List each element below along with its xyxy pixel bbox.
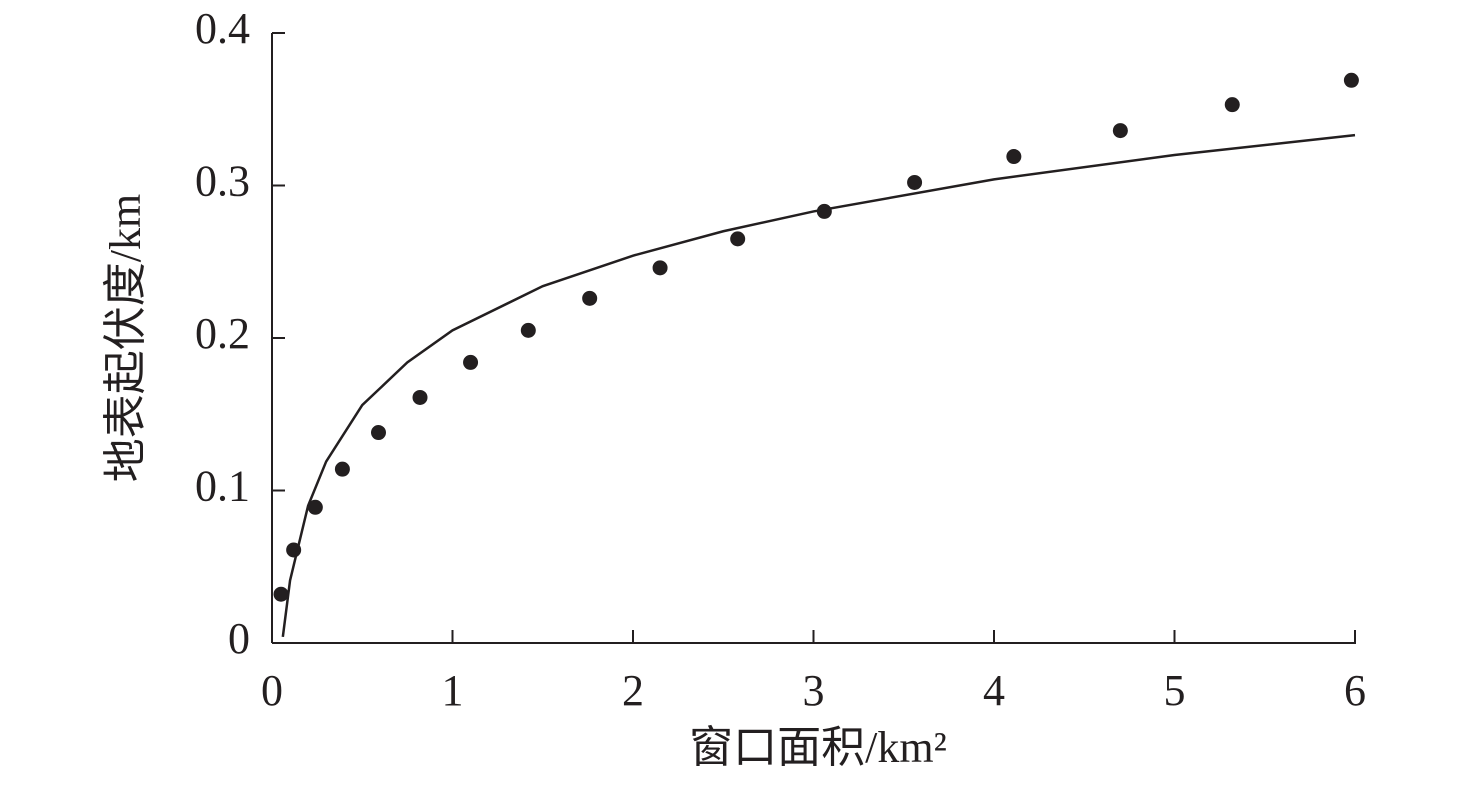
point [1224, 97, 1240, 113]
point [1006, 149, 1022, 165]
point [412, 389, 428, 405]
y-tick-label: 0.4 [195, 4, 250, 53]
point [307, 499, 323, 515]
x-tick-label: 4 [983, 666, 1005, 715]
point [463, 354, 479, 370]
point [652, 260, 668, 276]
point [730, 231, 746, 247]
point [273, 586, 289, 602]
x-axis-title: 窗口面积/km² [689, 723, 947, 772]
point [907, 174, 923, 190]
point [582, 290, 598, 306]
point [370, 425, 386, 441]
y-tick-label: 0 [228, 614, 250, 663]
x-tick-label: 2 [622, 666, 644, 715]
point [520, 322, 536, 338]
y-tick-label: 0.1 [195, 462, 250, 511]
point [1112, 123, 1128, 139]
x-tick-label: 3 [803, 666, 825, 715]
y-tick-label: 0.3 [195, 157, 250, 206]
y-axis-title: 地表起伏度/km [101, 194, 150, 482]
x-tick-label: 1 [442, 666, 464, 715]
x-tick-label: 5 [1164, 666, 1186, 715]
x-tick-label: 6 [1344, 666, 1366, 715]
point [334, 461, 350, 477]
point [1343, 72, 1359, 88]
x-tick-label: 0 [261, 666, 283, 715]
fit-line [281, 133, 1356, 638]
y-tick-label: 0.2 [195, 309, 250, 358]
